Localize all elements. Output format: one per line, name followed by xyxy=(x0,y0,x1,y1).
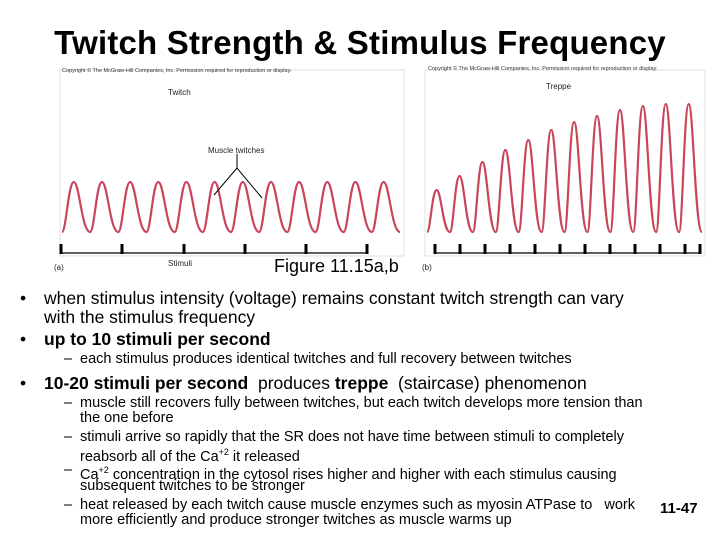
bullet-3-mid: produces xyxy=(248,373,335,393)
right-stimulus-ticks xyxy=(433,244,702,254)
bullet-1-line-1: when stimulus intensity (voltage) remain… xyxy=(44,288,624,308)
sub-2-text-a: reabsorb all of the Ca xyxy=(80,448,219,465)
bullet-2-text: up to 10 stimuli per second xyxy=(44,329,271,349)
part-b-label: (b) xyxy=(422,263,432,272)
part-a-label: (a) xyxy=(54,263,64,272)
sub-1-dash: – xyxy=(64,395,73,411)
sub-3-text-a: Ca xyxy=(80,466,99,483)
bullet-2-sub-text: each stimulus produces identical twitche… xyxy=(80,351,572,367)
sub-1-line-2: the one before xyxy=(80,410,174,426)
twitch-wave xyxy=(60,180,401,234)
sub-3-dash: – xyxy=(64,462,73,478)
left-copyright: Copyright © The McGraw-Hill Companies, I… xyxy=(62,68,292,74)
right-copyright: Copyright © The McGraw-Hill Companies, I… xyxy=(428,66,658,72)
bullet-3-rest: (staircase) phenomenon xyxy=(388,373,587,393)
twitch-trace xyxy=(60,180,401,234)
bullet-1-marker: • xyxy=(20,288,27,308)
treppe-wave xyxy=(425,102,704,234)
bullet-3-text: 10-20 stimuli per second produces treppe… xyxy=(44,374,587,392)
sub-3-line-2: subsequent twitches to be stronger xyxy=(80,478,305,494)
twitch-label: Twitch xyxy=(168,88,191,97)
sub-3-superscript: +2 xyxy=(98,465,109,475)
left-panel-frame xyxy=(59,69,405,257)
treppe-trace xyxy=(425,102,704,234)
sub-4-line-1: heat released by each twitch cause muscl… xyxy=(80,497,636,513)
sub-1-line-1: muscle still recovers fully between twit… xyxy=(80,395,643,411)
sub-3-text-b: concentration in the cytosol rises highe… xyxy=(108,466,617,483)
sub-2-dash: – xyxy=(64,429,73,445)
page-number: 11-47 xyxy=(660,500,698,517)
bullet-3-bold-1: 10-20 stimuli per second xyxy=(44,373,249,393)
bullet-2-sub-dash: – xyxy=(64,351,73,367)
treppe-label: Treppe xyxy=(546,82,572,91)
sub-2-superscript: +2 xyxy=(218,447,229,457)
slide-title: Twitch Strength & Stimulus Frequency xyxy=(54,24,666,61)
bullet-1-line-2: with the stimulus frequency xyxy=(44,307,256,327)
bullet-3-bold-2: treppe xyxy=(334,373,389,393)
twitch-figure xyxy=(59,69,706,257)
sub-4-line-2: more efficiently and produce stronger tw… xyxy=(80,512,512,528)
figure-caption: Figure 11.15a,b xyxy=(274,256,399,276)
sub-2-line-1: stimuli arrive so rapidly that the SR do… xyxy=(80,429,624,445)
sub-4-dash: – xyxy=(64,497,73,513)
muscle-twitches-label: Muscle twitches xyxy=(208,146,265,155)
right-panel-frame xyxy=(424,69,706,257)
left-stimulus-ticks xyxy=(59,244,369,254)
stimuli-label: Stimuli xyxy=(168,259,193,268)
sub-3-line-1: Ca+2 concentration in the cytosol rises … xyxy=(80,463,617,483)
sub-2-text-b: it released xyxy=(228,448,300,465)
bullet-3-marker: • xyxy=(20,373,27,393)
bullet-2-marker: • xyxy=(20,329,27,349)
sub-2-line-2: reabsorb all of the Ca+2 it released xyxy=(80,445,300,465)
